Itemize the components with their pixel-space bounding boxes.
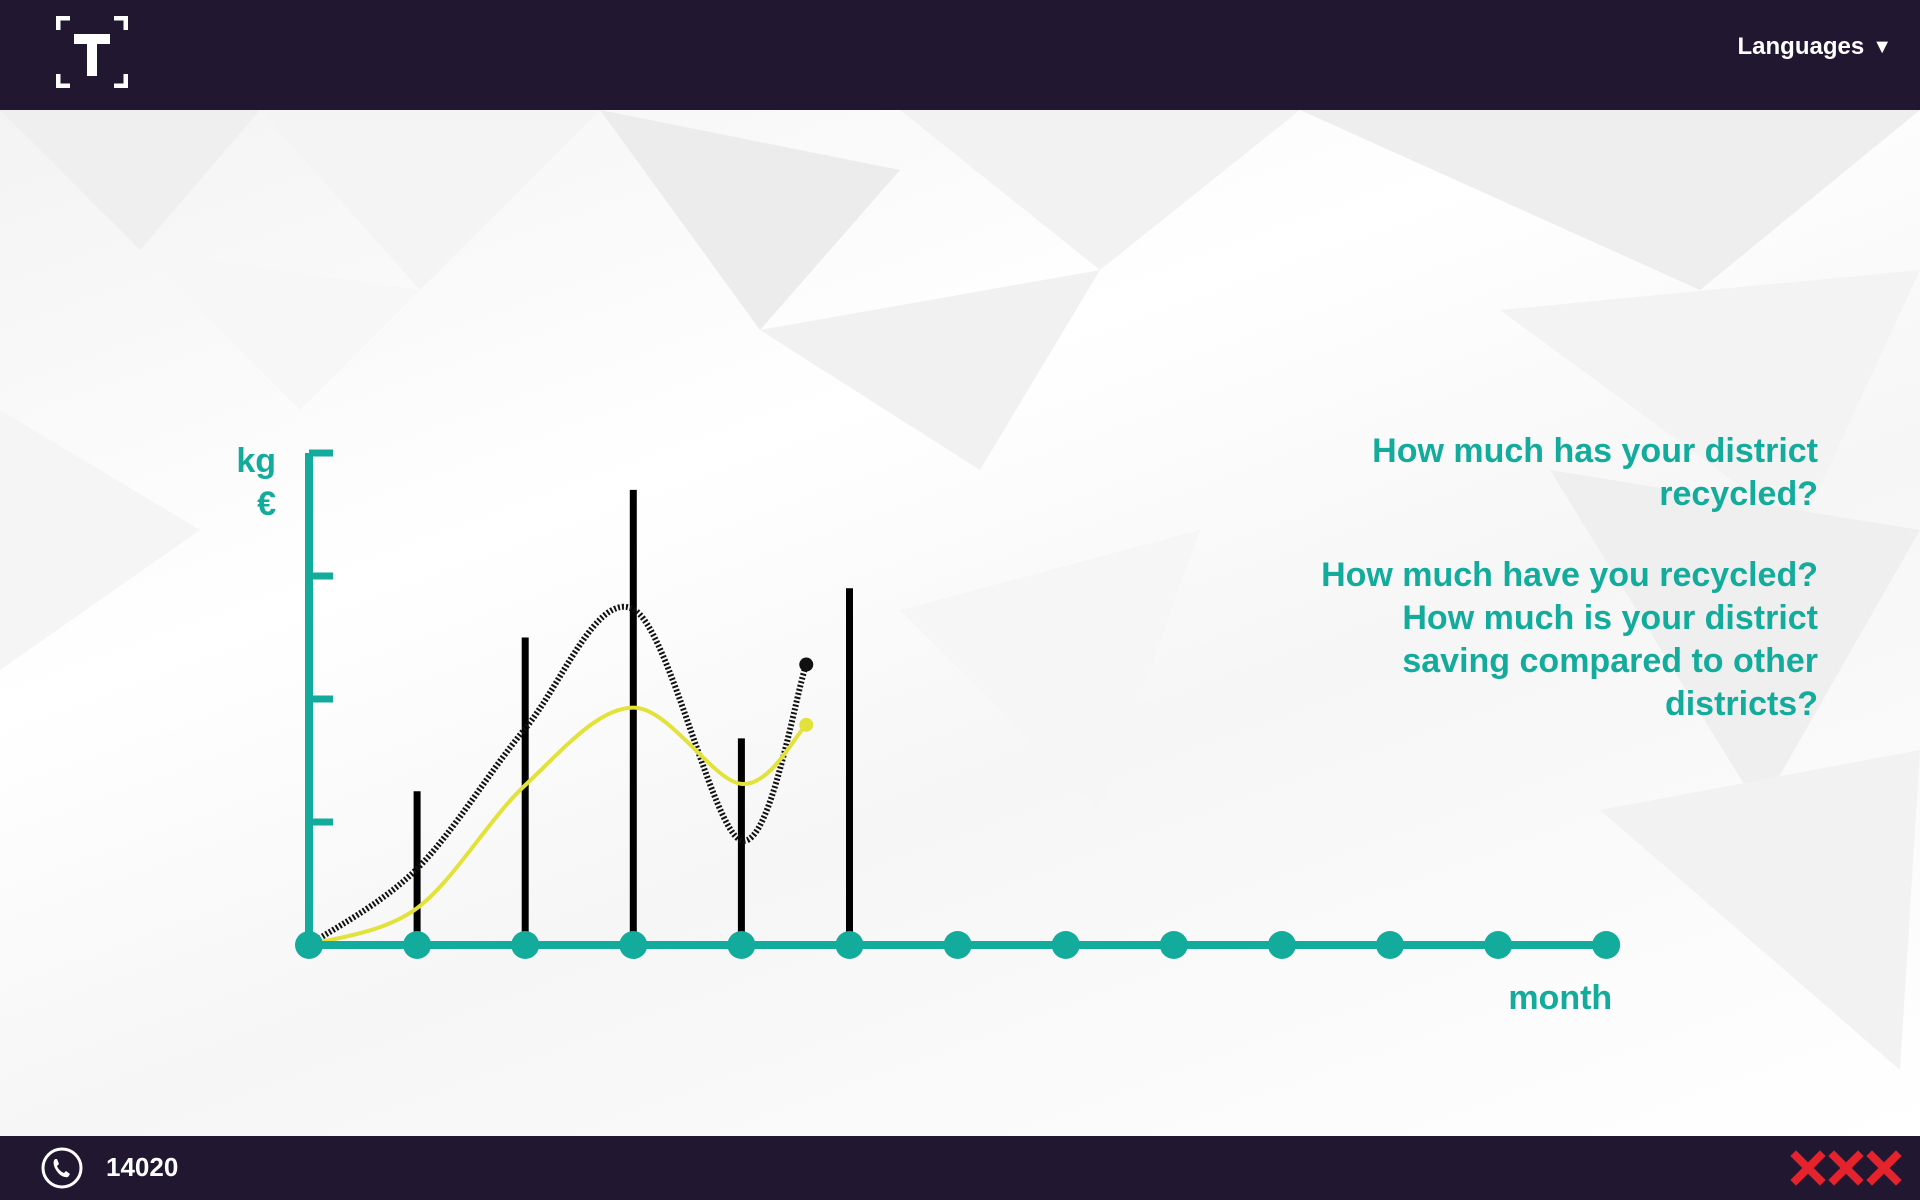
yellow-line	[308, 705, 808, 947]
question-district-recycled: How much has your district recycled?	[1372, 432, 1818, 513]
month-point-12	[1484, 931, 1513, 959]
month-point-3	[511, 931, 540, 959]
x-axis-label: month	[1508, 979, 1612, 1017]
question-district-saving: How much is your district saving compare…	[1402, 599, 1818, 723]
dotted-black-line	[307, 603, 810, 948]
month-point-9	[1159, 931, 1188, 959]
month-point-13	[1592, 931, 1621, 959]
questions-panel: How much has your district recycled? How…	[1298, 430, 1818, 764]
phone-number: 14020	[106, 1152, 179, 1182]
languages-label: Languages	[1737, 33, 1865, 60]
y-axis-label-1: kg	[236, 442, 276, 480]
question-you-recycled: How much have you recycled?	[1321, 556, 1818, 594]
month-point-5	[727, 931, 756, 959]
triangle-down-icon: ▼	[1872, 35, 1892, 58]
y-axis-label-2: €	[257, 485, 276, 523]
month-point-11	[1376, 931, 1404, 959]
yellow-line-endpoint	[799, 717, 814, 732]
t-bracket-logo-icon[interactable]	[56, 16, 128, 88]
month-point-1	[295, 931, 323, 959]
polygon-background	[0, 110, 1920, 1070]
recycling-chart: kg € month	[236, 442, 1621, 1017]
month-point-10	[1267, 931, 1296, 959]
month-point-2	[403, 931, 432, 959]
main-content: kg € month How much has your district recy…	[0, 110, 1920, 1136]
phone-icon[interactable]	[40, 1146, 84, 1190]
dotted-line-endpoint	[799, 657, 814, 672]
month-point-6	[835, 931, 864, 959]
month-point-8	[1051, 931, 1080, 959]
top-bar: Languages ▼	[0, 0, 1920, 110]
bottom-bar: 14020	[0, 1136, 1920, 1200]
three-x-icon	[1790, 1150, 1902, 1186]
languages-dropdown[interactable]: Languages ▼	[1738, 30, 1893, 64]
month-point-7	[943, 931, 972, 959]
month-point-4	[619, 931, 648, 959]
